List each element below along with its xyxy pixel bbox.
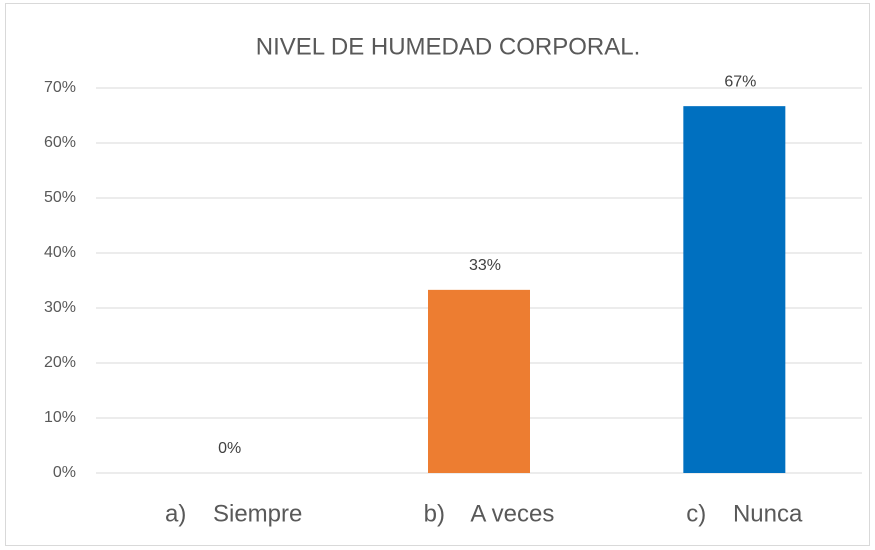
- data-label: 0%: [218, 440, 241, 457]
- y-tick-label: 30%: [44, 299, 76, 316]
- y-tick-label: 70%: [44, 79, 76, 96]
- bar: [683, 106, 786, 474]
- chart-title: NIVEL DE HUMEDAD CORPORAL.: [256, 33, 641, 60]
- data-label: 33%: [469, 257, 501, 274]
- x-tick-label: b) A veces: [424, 500, 555, 527]
- y-tick-label: 60%: [44, 134, 76, 151]
- y-tick-label: 50%: [44, 189, 76, 206]
- y-tick-label: 0%: [53, 464, 76, 481]
- x-tick-label: a) Siempre: [165, 500, 302, 527]
- bar: [428, 289, 530, 473]
- data-label: 67%: [724, 73, 756, 90]
- y-tick-label: 10%: [44, 409, 76, 426]
- y-tick-label: 20%: [44, 354, 76, 371]
- y-tick-label: 40%: [44, 244, 76, 261]
- x-tick-label: c) Nunca: [686, 500, 803, 527]
